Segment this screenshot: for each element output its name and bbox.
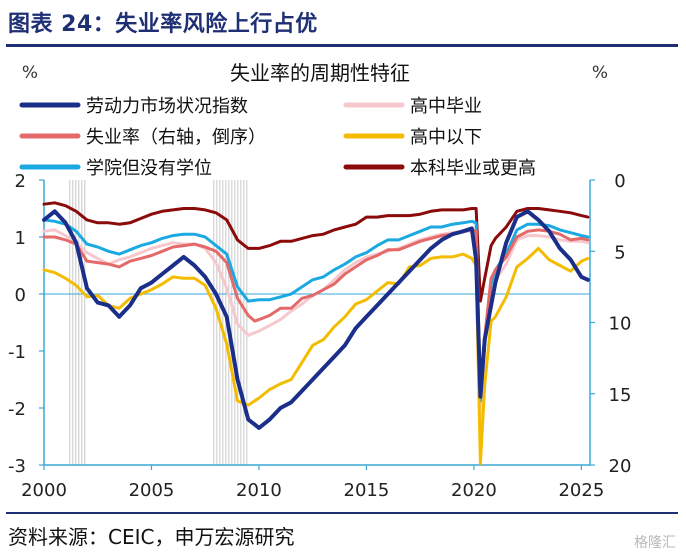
legend-item: 本科毕业或更高 — [343, 158, 536, 179]
left-axis-tick-label: -3 — [8, 456, 26, 477]
left-axis-tick-label: -1 — [8, 342, 26, 363]
legend-item: 高中毕业 — [343, 96, 482, 117]
legend: 劳动力市场状况指数 失业率（右轴，倒序） 学院但没有学位 高中毕业 高中以下 本… — [19, 96, 536, 179]
footer-divider — [6, 512, 678, 514]
legend-label: 本科毕业或更高 — [410, 158, 536, 179]
x-axis-tick-label: 2000 — [21, 480, 67, 501]
right-axis-unit: % — [592, 63, 608, 83]
x-axis-tick-label: 2005 — [129, 480, 175, 501]
x-axis-tick-label: 2020 — [451, 480, 497, 501]
x-axis-tick-label: 2025 — [558, 480, 604, 501]
series-line — [42, 228, 590, 428]
watermark: 格隆汇 — [634, 535, 676, 551]
legend-item: 高中以下 — [343, 127, 482, 148]
right-axis-tick-label: 20 — [609, 456, 632, 477]
legend-label: 劳动力市场状况指数 — [86, 96, 248, 117]
legend-item: 失业率（右轴，倒序） — [19, 127, 266, 148]
legend-item: 学院但没有学位 — [19, 158, 212, 179]
right-axis-tick-label: 5 — [614, 242, 625, 263]
legend-label: 失业率（右轴，倒序） — [86, 127, 266, 148]
series-lines — [42, 201, 590, 466]
legend-label: 高中以下 — [410, 127, 482, 148]
series-line — [42, 228, 590, 391]
series-line — [42, 201, 590, 303]
left-axis-tick-label: 2 — [15, 171, 26, 192]
recession-shading — [69, 180, 248, 465]
legend-item: 劳动力市场状况指数 — [19, 96, 248, 117]
right-axis-tick-label: 15 — [609, 385, 632, 406]
left-axis-tick-label: -2 — [8, 399, 26, 420]
left-axis-tick-label: 1 — [15, 228, 26, 249]
chart-title: 失业率的周期性特征 — [230, 61, 410, 85]
left-axis-unit: % — [22, 63, 38, 83]
right-axis-tick-label: 10 — [609, 314, 632, 335]
x-axis-tick-label: 2015 — [344, 480, 390, 501]
chart: 失业率的周期性特征 % % 劳动力市场状况指数 失业率（右轴，倒序） 学院但没有… — [8, 61, 632, 501]
series-line — [42, 246, 590, 466]
left-axis-tick-label: 0 — [15, 285, 26, 306]
page-title: 图表 24：失业率风险上行占优 — [8, 12, 318, 37]
x-axis-tick-label: 2010 — [236, 480, 282, 501]
header-divider — [6, 44, 678, 47]
legend-label: 学院但没有学位 — [86, 158, 212, 179]
source-note: 资料来源：CEIC，申万宏源研究 — [8, 525, 295, 549]
right-axis-tick-label: 0 — [614, 171, 625, 192]
legend-label: 高中毕业 — [410, 96, 482, 117]
series-line — [42, 209, 590, 430]
